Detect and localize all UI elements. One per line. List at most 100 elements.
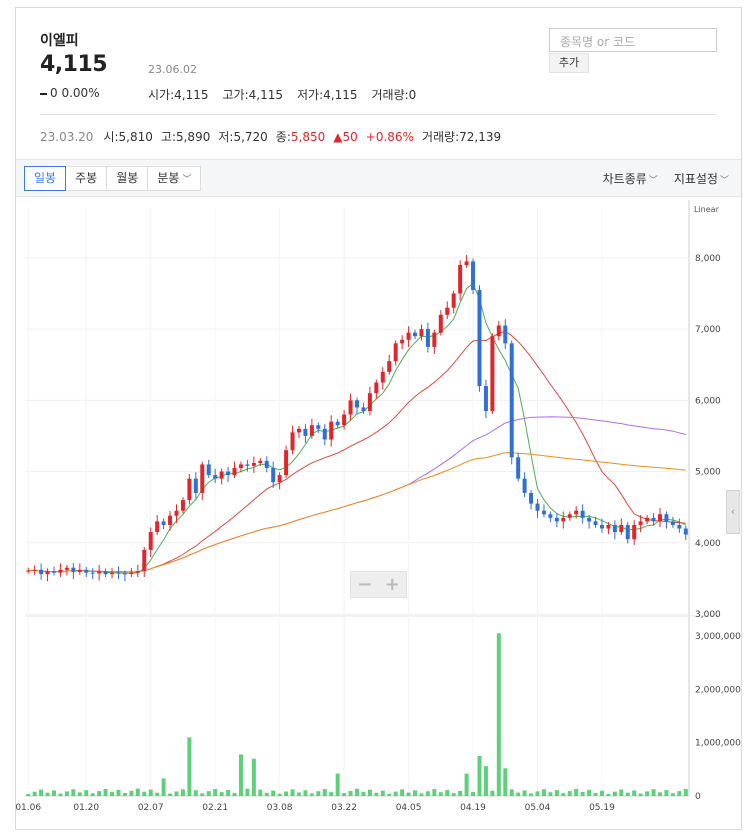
volume-bar <box>445 790 450 796</box>
change-value: 0 <box>50 86 58 100</box>
candle-body <box>645 517 650 522</box>
zoom-in-button[interactable]: + <box>384 574 400 595</box>
time-tick-label: 02.07 <box>138 803 164 813</box>
candle-body <box>612 524 617 533</box>
candle-body <box>226 471 231 476</box>
volume-bar <box>380 790 385 796</box>
quote-date: 23.06.02 <box>148 63 197 76</box>
tab-weekly[interactable]: 주봉 <box>65 166 108 191</box>
zoom-out-button[interactable]: − <box>357 574 373 595</box>
volume-bar <box>451 793 456 796</box>
tab-minute[interactable]: 분봉 ﹀ <box>147 166 202 191</box>
candle-body <box>32 569 37 571</box>
volume-bar <box>419 793 424 796</box>
candle-body <box>97 571 102 574</box>
candle-body <box>541 510 546 515</box>
candle-body <box>329 421 334 440</box>
candle-body <box>135 571 140 573</box>
volume-bar <box>26 793 31 796</box>
volume-bar <box>174 791 179 796</box>
volume-bar <box>335 773 340 796</box>
indicator-settings-dropdown[interactable]: 지표설정 ﹀ <box>673 172 729 186</box>
volume-bar <box>103 788 108 796</box>
candle-body <box>148 532 153 550</box>
candle-body <box>535 503 540 511</box>
tab-monthly[interactable]: 월봉 <box>106 166 149 191</box>
volume-bar <box>232 793 237 796</box>
candle-body <box>625 524 630 540</box>
candle-body <box>638 521 643 525</box>
candle-body <box>561 517 566 522</box>
side-panel-toggle[interactable]: ‹ <box>726 490 740 534</box>
candle-body <box>335 421 340 426</box>
candle-body <box>129 572 134 575</box>
candle-body <box>406 332 411 340</box>
volume-bar <box>413 790 418 796</box>
candle-body <box>367 393 372 411</box>
period-tabs: 일봉 주봉 월봉 분봉 ﹀ <box>24 166 202 191</box>
candle-body <box>651 517 656 522</box>
volume-bar <box>619 789 624 796</box>
candle-body <box>90 572 95 574</box>
volume-bar <box>645 791 650 796</box>
candle-body <box>438 314 443 333</box>
candle-body <box>458 264 463 294</box>
volume-bar <box>458 790 463 796</box>
volume-bar <box>161 778 166 796</box>
candle-body <box>116 572 121 574</box>
candle-body <box>264 460 269 468</box>
prev-session-info: 23.03.20 시:5,810 고:5,890 저:5,720 종:5,850… <box>40 128 501 145</box>
volume-bar <box>509 789 514 796</box>
volume-bar <box>264 792 269 796</box>
volume-bar <box>206 791 211 796</box>
stock-search-input[interactable]: 종목명 or 코드 <box>549 28 717 52</box>
candle-body <box>522 478 527 493</box>
prev-change: ▲50 <box>333 129 358 144</box>
volume-bar <box>593 792 598 796</box>
volume-bar <box>213 788 218 796</box>
tab-daily[interactable]: 일봉 <box>24 166 67 191</box>
candle-body <box>567 514 572 518</box>
chart-toolbar: 일봉 주봉 월봉 분봉 ﹀ 차트종류 ﹀ 지표설정 ﹀ <box>16 159 741 197</box>
candle-body <box>58 569 63 573</box>
volume-bar <box>651 789 656 796</box>
candle-body <box>180 500 185 511</box>
candle-body <box>309 425 314 436</box>
volume-bar <box>32 791 37 796</box>
volume-bar <box>677 791 682 796</box>
volume-bar <box>52 790 57 796</box>
volume-bar <box>219 792 224 796</box>
candle-body <box>632 524 637 540</box>
candle-body <box>245 464 250 466</box>
time-tick-label: 01.06 <box>15 803 41 813</box>
volume-bar <box>322 789 327 796</box>
candle-body <box>490 336 495 411</box>
candle-body <box>45 571 50 575</box>
volume-bar <box>303 790 308 796</box>
candle-body <box>451 293 456 308</box>
price-tick-label: 7,000 <box>695 325 721 335</box>
candle-body <box>516 457 521 479</box>
prev-close: 종:5,850 <box>275 130 326 144</box>
candle-body <box>670 521 675 525</box>
add-button[interactable]: 추가 <box>549 53 589 73</box>
volume-bar <box>393 791 398 796</box>
divider <box>40 114 716 115</box>
candle-body <box>425 329 430 347</box>
open-price: 시가:4,115 <box>148 88 209 102</box>
volume-bar <box>245 788 250 796</box>
chart-type-dropdown[interactable]: 차트종류 ﹀ <box>602 172 658 186</box>
toolbar-right: 차트종류 ﹀ 지표설정 ﹀ <box>603 170 729 187</box>
price-tick-label: 6,000 <box>695 396 721 406</box>
time-tick-label: 02.21 <box>202 803 228 813</box>
volume-bar <box>129 790 134 796</box>
time-tick-label: 05.19 <box>589 803 615 813</box>
candle-body <box>355 400 359 408</box>
chevron-left-icon: ‹ <box>730 505 736 518</box>
candle-body <box>471 261 476 290</box>
volume-bar <box>135 788 140 796</box>
time-tick-label: 01.20 <box>73 803 99 813</box>
volume-bar <box>361 791 366 796</box>
time-tick-label: 05.04 <box>525 803 551 813</box>
